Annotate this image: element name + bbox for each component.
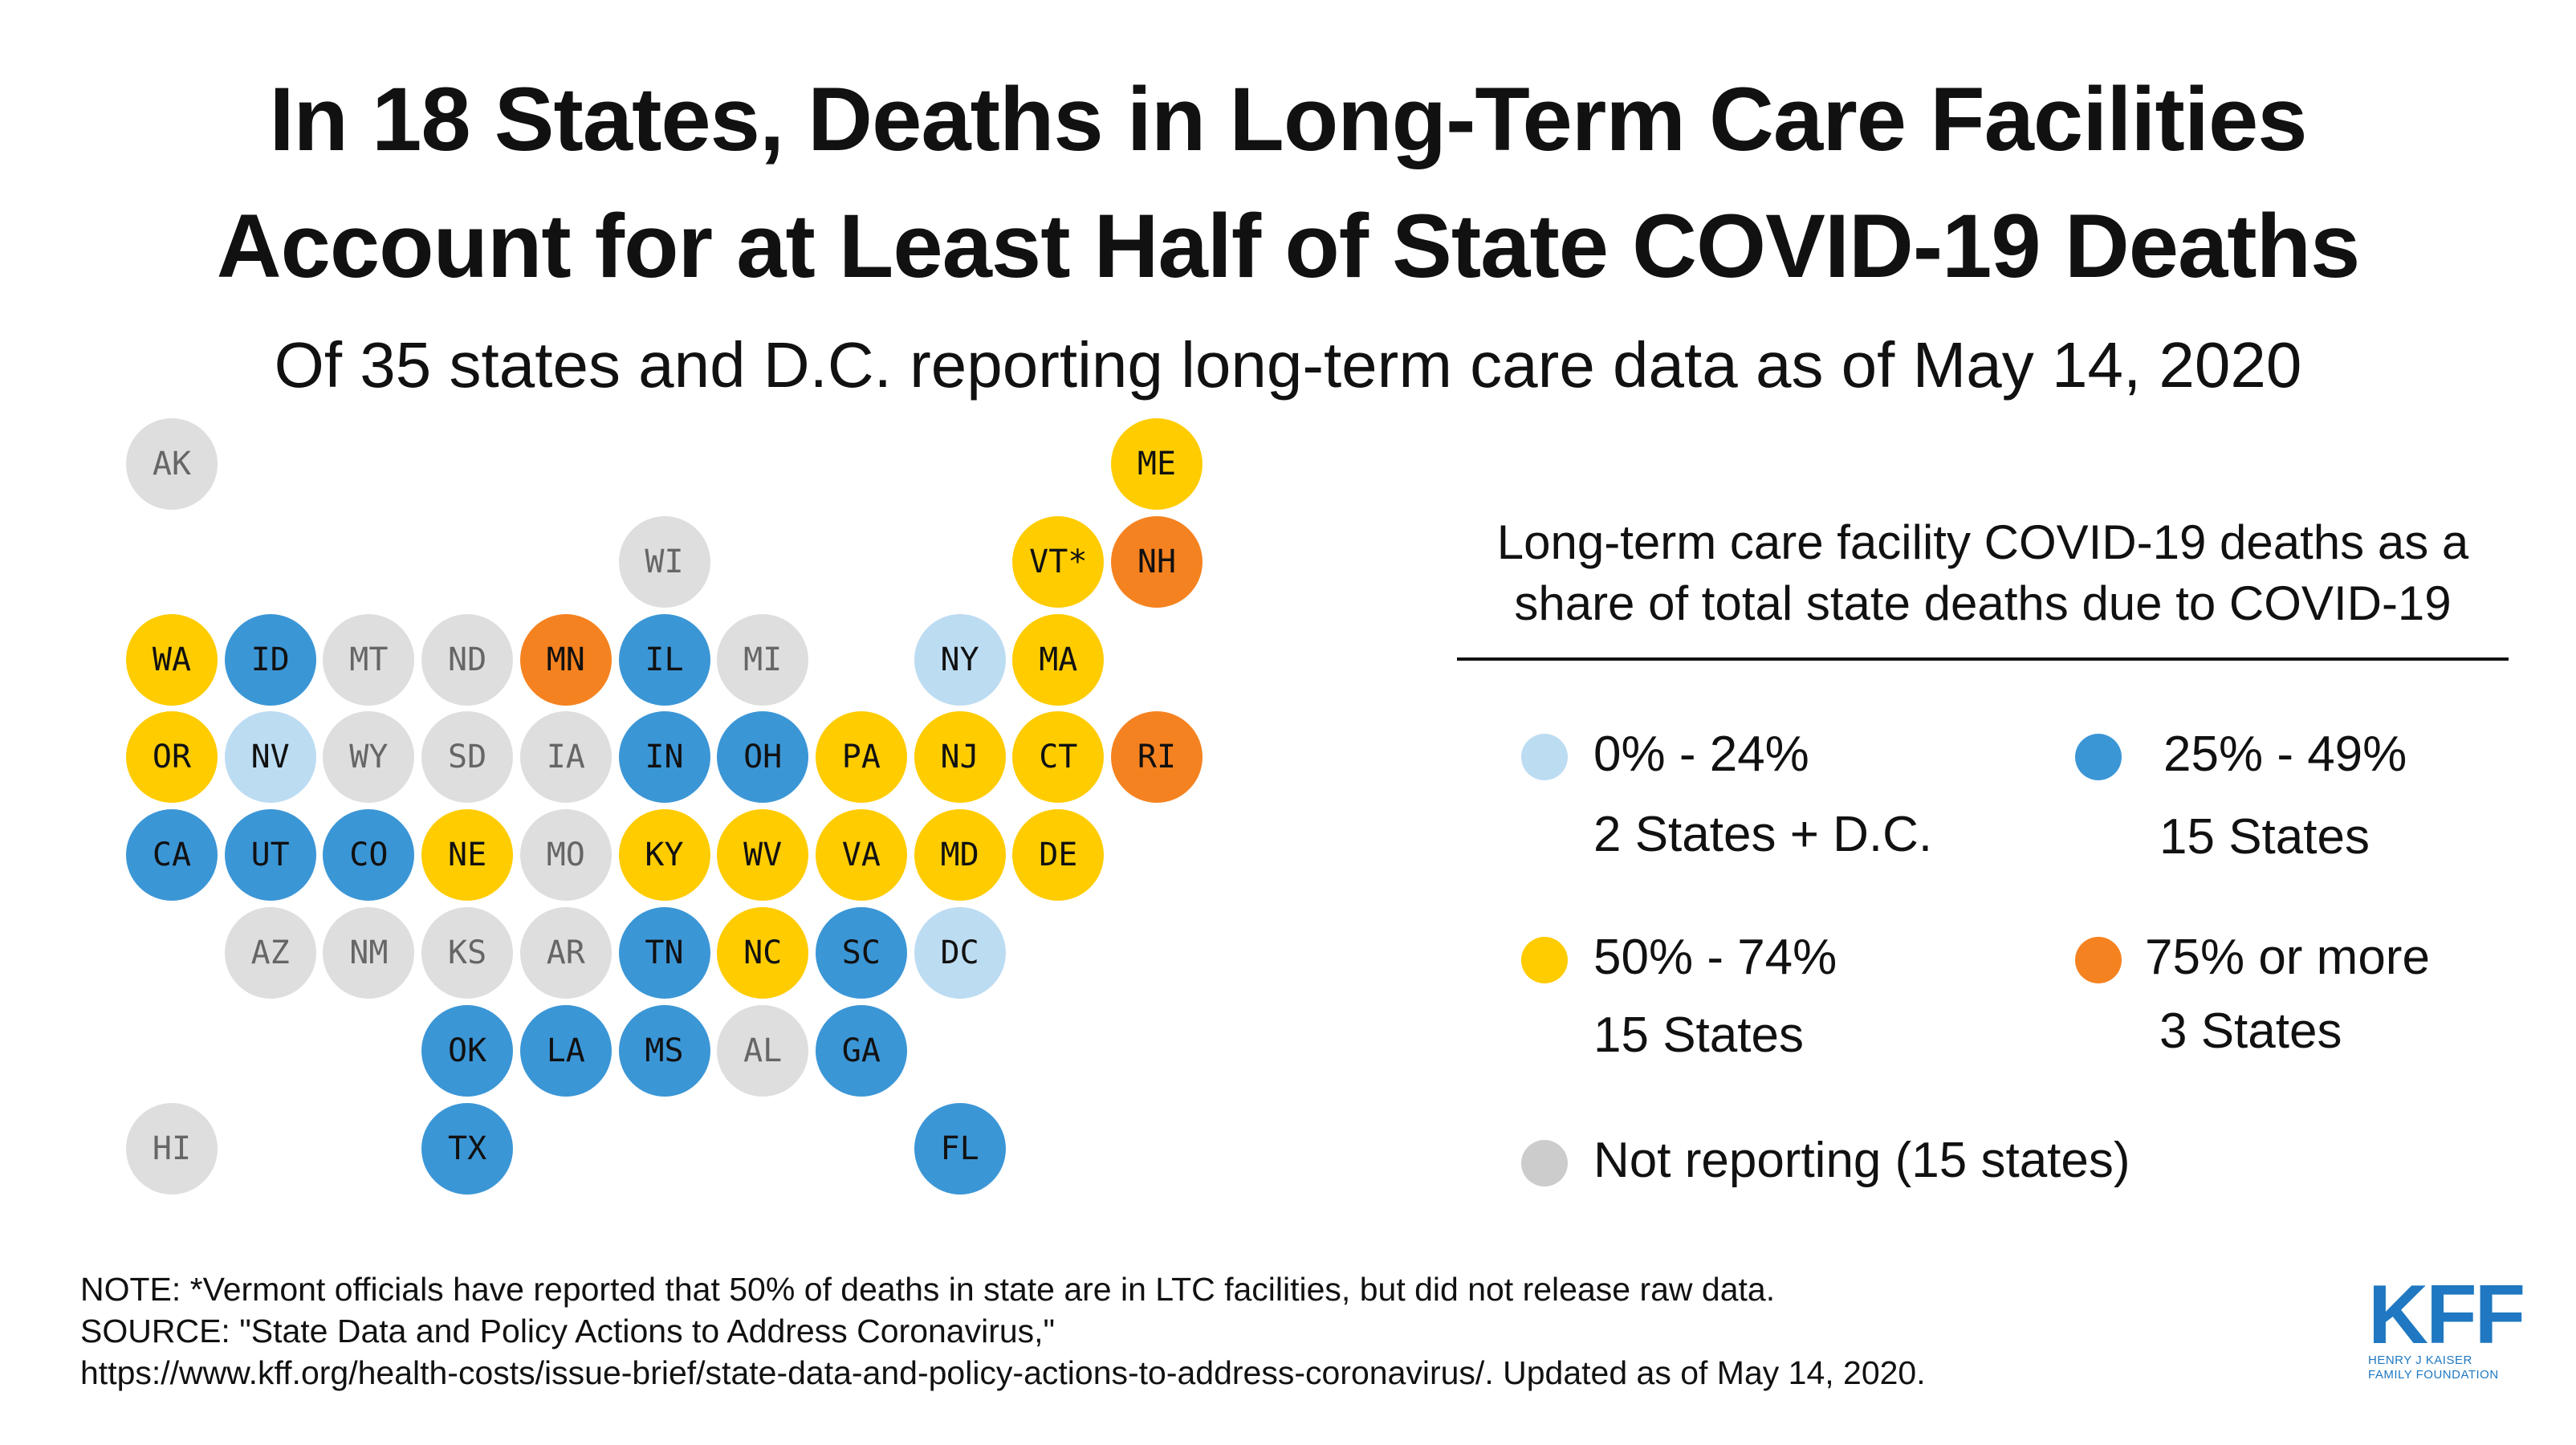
- legend-range-label: 75% or more: [2145, 930, 2430, 985]
- state-tile-tn: TN: [618, 907, 710, 999]
- state-tile-mo: MO: [519, 809, 612, 902]
- state-tile-ky: KY: [618, 809, 710, 902]
- state-tile-az: AZ: [224, 907, 316, 999]
- legend-divider: [1457, 657, 2509, 661]
- state-tile-ri: RI: [1111, 711, 1203, 804]
- legend-range-label: 0% - 24%: [1593, 727, 1809, 782]
- legend-swatch-yellow: [1521, 937, 1568, 983]
- state-tile-il: IL: [618, 613, 710, 706]
- state-tile-pa: PA: [815, 711, 907, 804]
- state-tile-sd: SD: [421, 711, 514, 804]
- state-tile-ny: NY: [914, 613, 1006, 706]
- state-tile-tx: TX: [421, 1102, 514, 1195]
- kff-logo-line-1: HENRY J KAISER: [2368, 1353, 2472, 1367]
- source-text: SOURCE: "State Data and Policy Actions t…: [80, 1313, 1056, 1349]
- state-tile-or: OR: [126, 711, 218, 804]
- legend-title-line-2: share of total state deaths due to COVID…: [1514, 576, 2452, 630]
- state-tile-la: LA: [519, 1004, 612, 1097]
- legend-count-label: 2 States + D.C.: [1593, 807, 1933, 862]
- state-tile-vt: VT*: [1012, 515, 1105, 608]
- state-tile-sc: SC: [815, 907, 907, 999]
- legend-title-line-1: Long-term care facility COVID-19 deaths …: [1496, 515, 2469, 569]
- state-tile-wi: WI: [618, 515, 710, 608]
- state-tile-nh: NH: [1111, 515, 1203, 608]
- state-tile-fl: FL: [914, 1102, 1006, 1195]
- state-tile-co: CO: [323, 809, 415, 902]
- footnotes: NOTE: *Vermont officials have reported t…: [80, 1268, 2328, 1394]
- state-tile-oh: OH: [717, 711, 809, 804]
- state-tile-ga: GA: [815, 1004, 907, 1097]
- state-tile-nd: ND: [421, 613, 514, 706]
- kff-logo: KFF HENRY J KAISER FAMILY FOUNDATION: [2368, 1268, 2525, 1382]
- state-tile-ma: MA: [1012, 613, 1105, 706]
- note-text: NOTE: *Vermont officials have reported t…: [80, 1271, 1776, 1308]
- legend-count-label: 3 States: [2159, 1003, 2342, 1059]
- state-tile-ar: AR: [519, 907, 612, 999]
- state-tile-nv: NV: [224, 711, 316, 804]
- state-tile-ak: AK: [126, 418, 218, 510]
- state-tile-ia: IA: [519, 711, 612, 804]
- state-tile-ut: UT: [224, 809, 316, 902]
- state-tile-ms: MS: [618, 1004, 710, 1097]
- legend-range-label: 25% - 49%: [2163, 727, 2407, 782]
- state-tile-hi: HI: [126, 1102, 218, 1195]
- state-tile-ca: CA: [126, 809, 218, 902]
- state-tile-ne: NE: [421, 809, 514, 902]
- state-tile-mn: MN: [519, 613, 612, 706]
- legend-count-label: 15 States: [1593, 1007, 1804, 1063]
- legend-title: Long-term care facility COVID-19 deaths …: [1449, 512, 2517, 634]
- title-line-1: In 18 States, Deaths in Long-Term Care F…: [269, 69, 2307, 169]
- kff-logo-mark: KFF: [2368, 1268, 2525, 1362]
- legend-swatch-orange: [2075, 937, 2122, 983]
- kff-logo-line-2: FAMILY FOUNDATION: [2368, 1368, 2499, 1382]
- state-tile-ok: OK: [421, 1004, 514, 1097]
- page-title: In 18 States, Deaths in Long-Term Care F…: [0, 56, 2576, 310]
- state-tile-md: MD: [914, 809, 1006, 902]
- state-tile-nm: NM: [323, 907, 415, 999]
- state-tile-mt: MT: [323, 613, 415, 706]
- state-tile-dc: DC: [914, 907, 1006, 999]
- state-tile-id: ID: [224, 613, 316, 706]
- legend-count-label: 15 States: [2159, 809, 2370, 865]
- legend-range-label: 50% - 74%: [1593, 930, 1837, 985]
- legend-range-label: Not reporting (15 states): [1593, 1133, 2130, 1188]
- state-tile-al: AL: [717, 1004, 809, 1097]
- state-tile-me: ME: [1111, 418, 1203, 510]
- state-tile-in: IN: [618, 711, 710, 804]
- state-tile-nc: NC: [717, 907, 809, 999]
- state-tile-wa: WA: [126, 613, 218, 706]
- state-tile-wy: WY: [323, 711, 415, 804]
- subtitle: Of 35 states and D.C. reporting long-ter…: [274, 329, 2302, 401]
- legend-swatch-blue: [2075, 734, 2122, 780]
- state-tile-ks: KS: [421, 907, 514, 999]
- state-tile-nj: NJ: [914, 711, 1006, 804]
- state-tile-va: VA: [815, 809, 907, 902]
- state-tile-wv: WV: [717, 809, 809, 902]
- state-tile-ct: CT: [1012, 711, 1105, 804]
- state-tile-mi: MI: [717, 613, 809, 706]
- state-tile-de: DE: [1012, 809, 1105, 902]
- source-url: https://www.kff.org/health-costs/issue-b…: [80, 1354, 1926, 1391]
- legend-swatch-light-blue: [1521, 734, 1568, 780]
- title-line-2: Account for at Least Half of State COVID…: [216, 196, 2361, 296]
- legend-swatch-grey: [1521, 1140, 1568, 1187]
